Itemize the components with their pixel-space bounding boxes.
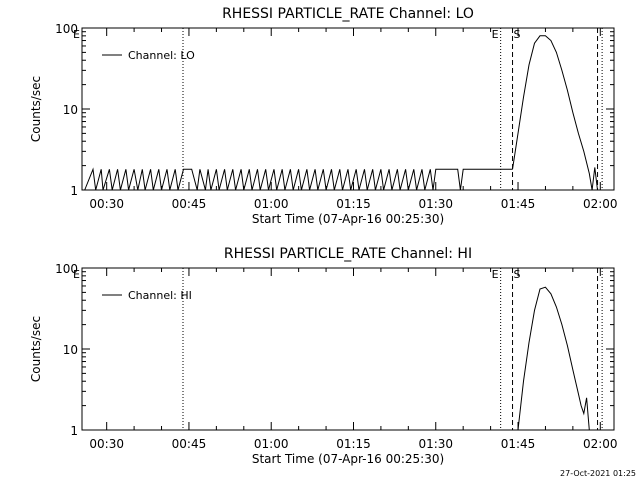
panel-1-title: RHESSI PARTICLE_RATE Channel: LO — [222, 6, 474, 22]
panel-1-xtick-label: 01:30 — [418, 197, 453, 211]
panel-1-ylabel: Counts/sec — [29, 76, 43, 142]
panel-1-series-line — [512, 35, 601, 191]
panel-2-xtick-label: 01:15 — [336, 437, 371, 451]
panel-2-xtick-label: 00:30 — [89, 437, 124, 451]
panel-2-xtick-label: 00:45 — [172, 437, 207, 451]
panel-2-xtick-label: 01:00 — [254, 437, 289, 451]
panel-1-xtick-label: 01:45 — [501, 197, 536, 211]
panel-1-legend-label: Channel: LO — [128, 49, 195, 62]
panel-1-event-label-E: E — [492, 28, 499, 41]
panel-2-xtick-label: 01:30 — [418, 437, 453, 451]
panel-2-ylabel: Counts/sec — [29, 316, 43, 382]
panel-2-ytick-label: 100 — [55, 262, 78, 276]
panel-1-xtick-label: 00:45 — [172, 197, 207, 211]
panel-1-ytick-label: 10 — [63, 103, 78, 117]
panel-1-event-label-E: E — [73, 28, 80, 41]
footer-timestamp: 27-Oct-2021 01:25 — [560, 469, 636, 478]
panel-2-event-label-S: S — [514, 268, 521, 281]
panel-1-event-label-S: S — [514, 28, 521, 41]
panel-1-xtick-label: 00:30 — [89, 197, 124, 211]
panel-2-xtick-label: 01:45 — [501, 437, 536, 451]
panel-2-ytick-label: 10 — [63, 343, 78, 357]
panel-1-xtick-label: 01:00 — [254, 197, 289, 211]
panel-2-event-label-E: E — [73, 268, 80, 281]
panel-2-xtick-label: 02:00 — [583, 437, 618, 451]
panel-2-event-label-E: E — [492, 268, 499, 281]
panel-1-xtick-label: 02:00 — [583, 197, 618, 211]
panel-2-title: RHESSI PARTICLE_RATE Channel: HI — [224, 246, 472, 262]
panel-1-xtick-label: 01:15 — [336, 197, 371, 211]
panel-2-series-line — [517, 286, 590, 431]
panel-1-ytick-label: 1 — [70, 184, 78, 198]
panel-2-legend-label: Channel: HI — [128, 289, 192, 302]
panel-2-ytick-label: 1 — [70, 424, 78, 438]
panel-1-ytick-label: 100 — [55, 22, 78, 36]
panel-2-xlabel: Start Time (07-Apr-16 00:25:30) — [252, 452, 444, 466]
panel-1-series-line — [84, 167, 513, 191]
panel-1-xlabel: Start Time (07-Apr-16 00:25:30) — [252, 212, 444, 226]
